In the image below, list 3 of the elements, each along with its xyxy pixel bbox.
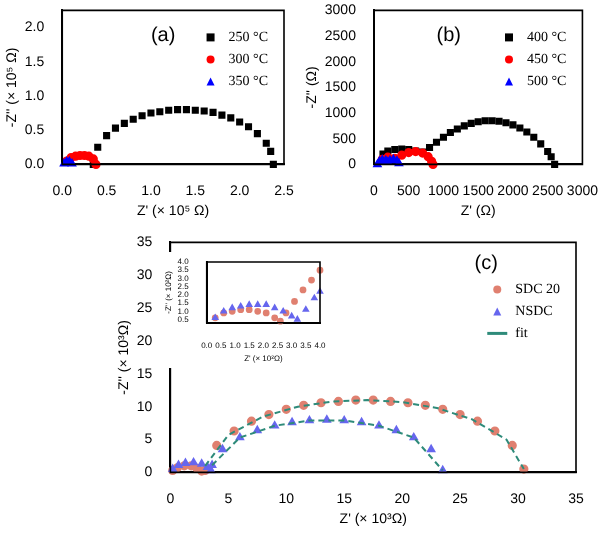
- text: (b): [436, 25, 461, 48]
- text: (c): [474, 253, 498, 276]
- text: (a): [150, 25, 176, 48]
